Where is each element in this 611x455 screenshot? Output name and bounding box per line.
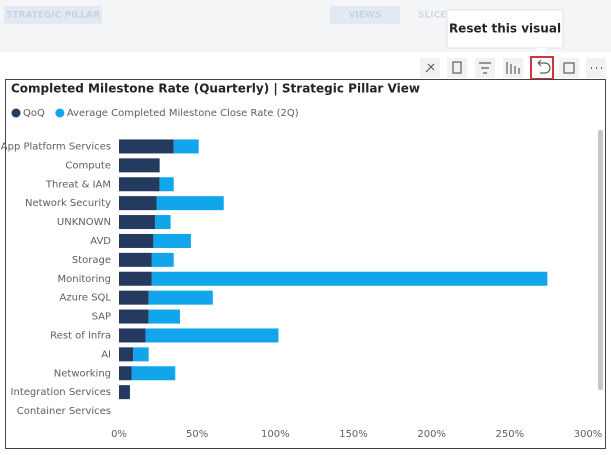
toolbar [420, 56, 606, 80]
tooltip [446, 9, 564, 49]
filter-icon [479, 62, 491, 74]
visual-frame [5, 79, 606, 449]
tab[interactable] [330, 6, 400, 24]
bar [119, 215, 155, 230]
bar [154, 215, 171, 230]
bar [119, 139, 174, 154]
legend-marker [55, 108, 65, 118]
bar [119, 233, 154, 248]
y-tick-label: Threat & IAM [45, 179, 111, 190]
tab-label: STRATEGIC PILLAR [6, 11, 100, 21]
bar [148, 290, 213, 305]
bar [173, 139, 199, 154]
y-tick-label: Storage [72, 255, 111, 266]
bar [145, 328, 279, 343]
x-tick-label: 150% [339, 429, 368, 440]
x-tick-label: 50% [186, 429, 208, 440]
bar [131, 366, 176, 381]
copy-button[interactable] [447, 58, 467, 78]
y-tick-label: Networking [54, 368, 111, 379]
bar [119, 177, 160, 192]
bar [119, 196, 157, 211]
y-tick-label: AVD [90, 236, 111, 247]
y-tick-label: Monitoring [58, 274, 111, 285]
expand-icon [563, 62, 575, 74]
y-tick-label: Container Services [17, 406, 111, 417]
y-tick-label: Compute [65, 160, 111, 171]
y-tick-label: Azure SQL [60, 293, 112, 304]
focus-icon [506, 62, 520, 74]
bar [119, 309, 149, 324]
bar [119, 271, 152, 286]
expand-button[interactable] [559, 58, 579, 78]
y-tick-label: Rest of Infra [50, 330, 111, 341]
x-tick-label: 0% [111, 429, 127, 440]
bar [119, 347, 134, 362]
bar [159, 177, 174, 192]
tab-label: SLICER [418, 11, 453, 21]
bar [153, 233, 191, 248]
legend-label: Average Completed Milestone Close Rate (… [67, 108, 299, 119]
x-tick-label: 100% [261, 429, 290, 440]
tab[interactable] [4, 6, 102, 24]
bar [156, 196, 224, 211]
focus-button[interactable] [503, 58, 523, 78]
tooltip-text: Reset this visual [449, 22, 561, 36]
reset-icon [537, 59, 551, 74]
pin-icon [425, 63, 435, 73]
bar [119, 252, 152, 267]
bar [119, 328, 146, 343]
copy-icon [452, 61, 462, 74]
y-tick-label: AI [101, 349, 111, 360]
x-tick-label: 300% [574, 429, 603, 440]
bar [151, 271, 548, 286]
chart-title: Completed Milestone Rate (Quarterly) | S… [11, 82, 420, 96]
tab-label: VIEWS [349, 11, 382, 21]
bar [119, 385, 130, 400]
y-tick-label: App Platform Services [1, 141, 111, 152]
y-tick-label: UNKNOWN [57, 217, 111, 228]
y-tick-label: Integration Services [11, 387, 111, 398]
y-tick-label: Network Security [25, 198, 111, 209]
x-tick-label: 250% [496, 429, 525, 440]
bar [151, 252, 174, 267]
bar [119, 158, 160, 173]
bar [148, 309, 180, 324]
x-tick-label: 200% [417, 429, 446, 440]
legend-marker [11, 108, 21, 118]
legend-label: QoQ [23, 108, 45, 119]
tooltip-arrow [535, 48, 547, 54]
scrollbar[interactable] [598, 130, 603, 390]
bar [133, 347, 149, 362]
bar [119, 290, 149, 305]
bar [119, 366, 132, 381]
y-tick-label: SAP [92, 312, 111, 323]
